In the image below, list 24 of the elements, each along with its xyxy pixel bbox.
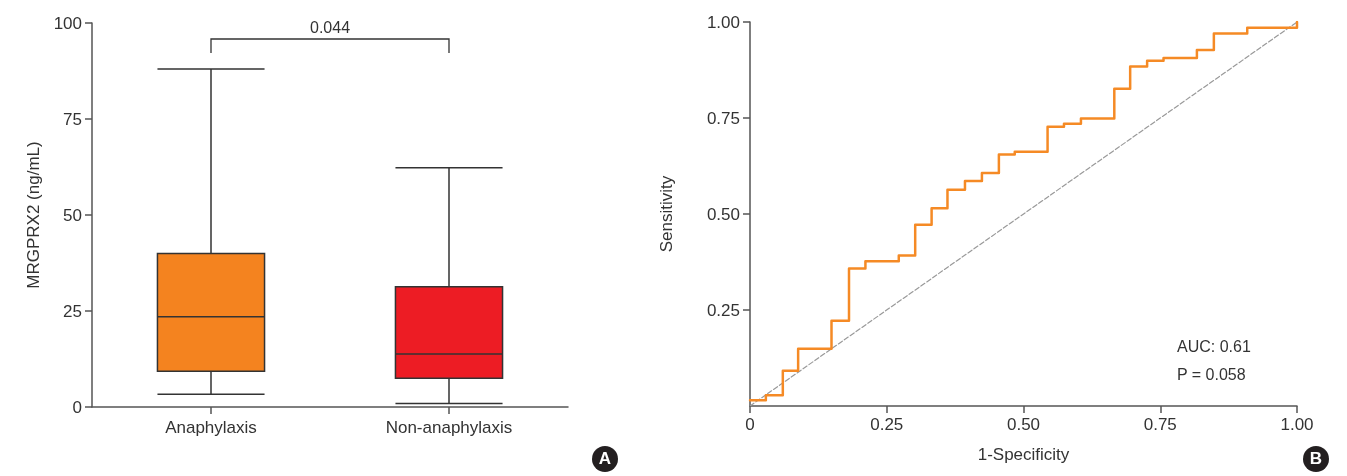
y-tick-label: 0.50 (706, 204, 740, 224)
y-axis-title: MRGPRX2 (ng/mL) (24, 141, 43, 289)
y-tick-label: 75 (63, 109, 82, 129)
x-tick-label: 0 (745, 415, 755, 434)
y-tick-label: 50 (63, 205, 82, 225)
annotation: 0.044 (309, 18, 351, 36)
y-axis-title: Sensitivity (657, 175, 676, 253)
x-tick-label: Anaphylaxis (165, 418, 257, 437)
x-tick-label: 1.00 (1280, 415, 1314, 434)
x-tick-label: 0.50 (1006, 415, 1041, 434)
y-tick-label: 0 (72, 397, 82, 417)
x-tick-label: 0.75 (1143, 415, 1177, 434)
annotation: P = 0.058 (1177, 365, 1246, 383)
y-tick-label: 0.25 (706, 300, 740, 320)
y-tick-label: 25 (63, 301, 82, 321)
annotation: AUC: 0.61 (1177, 337, 1251, 355)
text: B (1303, 446, 1329, 472)
y-tick-label: 100 (53, 13, 82, 33)
y-tick-label: 1.00 (706, 12, 740, 32)
text: A (592, 446, 618, 472)
y-tick-label: 0.75 (706, 108, 740, 128)
x-axis-title: 1-Specificity (977, 445, 1070, 464)
x-tick-label: 0.25 (870, 415, 904, 434)
x-tick-label: Non-anaphylaxis (385, 418, 513, 437)
